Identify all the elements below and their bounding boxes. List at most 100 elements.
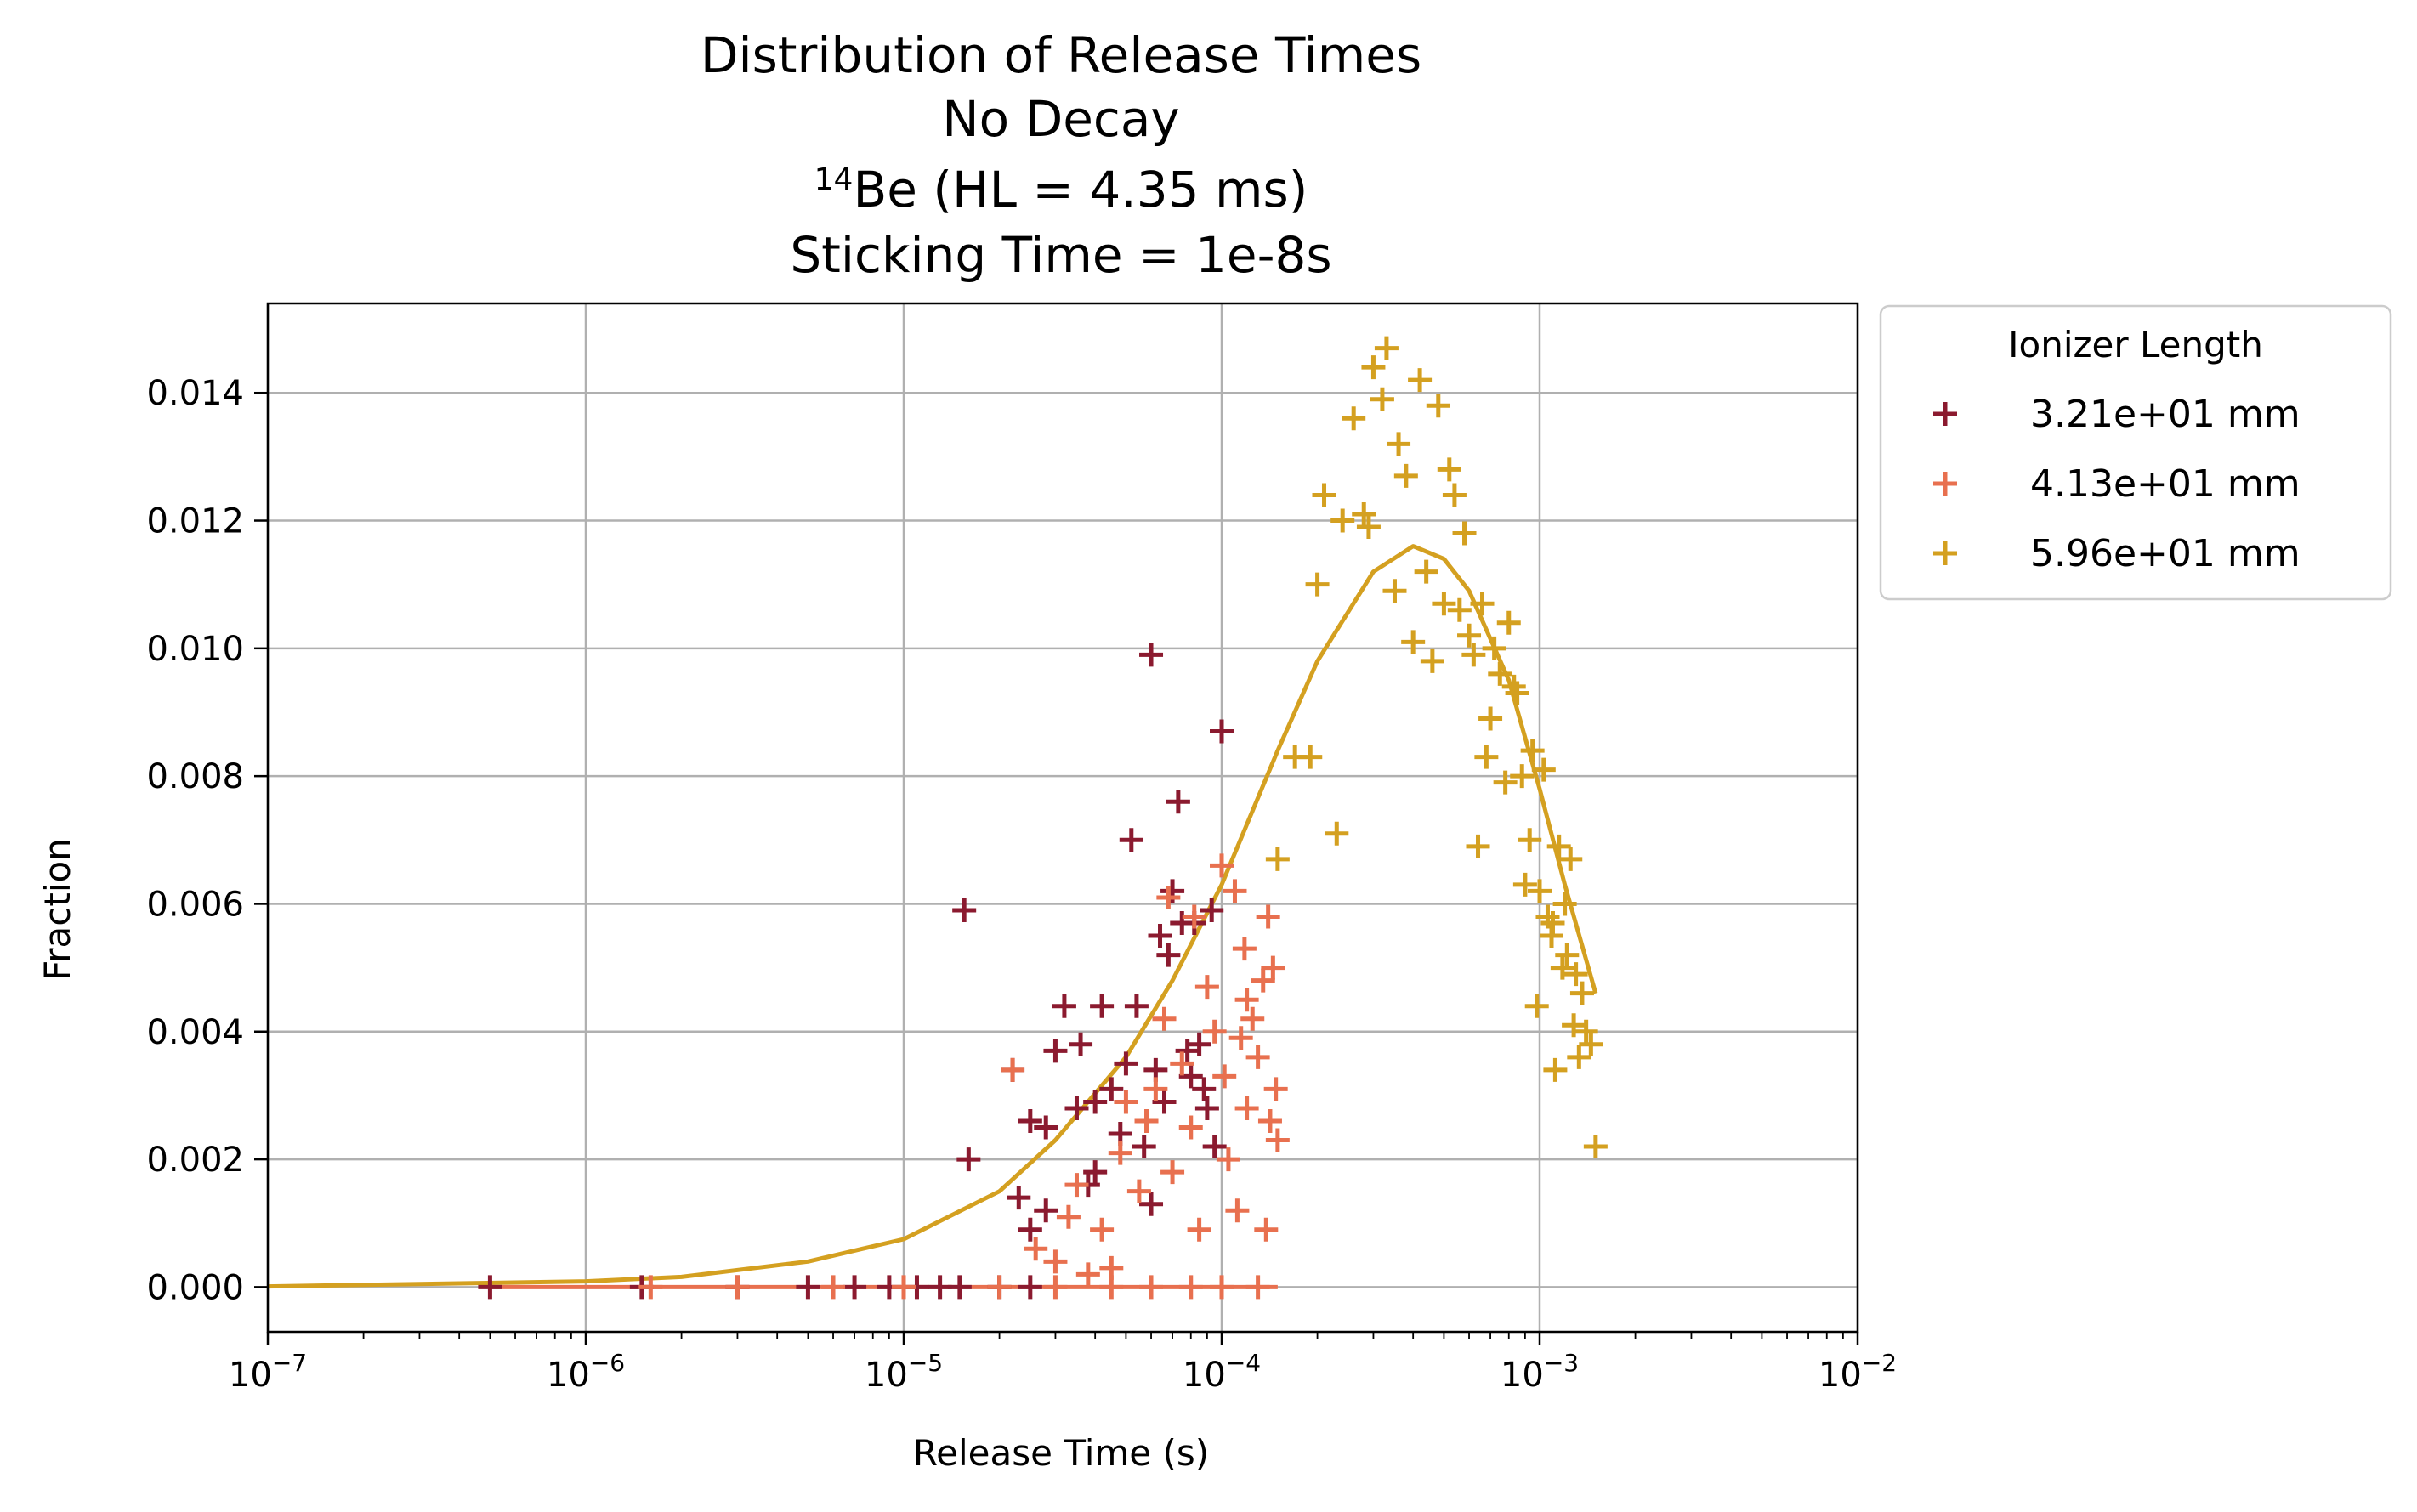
data-point: [892, 1275, 916, 1300]
data-point: [1563, 962, 1588, 987]
data-point: [1562, 1013, 1586, 1038]
data-point: [1228, 1026, 1253, 1050]
legend-entries: 3.21e+01 mm 4.13e+01 mm 5.96e+01 mm: [1933, 393, 2301, 575]
data-point: [1312, 483, 1336, 507]
data-point: [1512, 872, 1537, 897]
legend-title: Ionizer Length: [2008, 324, 2263, 365]
data-point: [1352, 502, 1376, 527]
data-point: [1178, 1115, 1203, 1140]
data-point: [1387, 432, 1411, 456]
data-point: [1518, 828, 1542, 852]
plot-frame: [266, 302, 1859, 1334]
data-point: [1447, 597, 1472, 622]
data-point: [1474, 745, 1499, 769]
data-point: [1408, 368, 1433, 393]
title-line-4: Sticking Time = 1e-8s: [790, 226, 1331, 284]
data-point: [1200, 898, 1224, 922]
data-point: [1254, 1217, 1279, 1242]
data-point: [1382, 579, 1407, 603]
data-point: [1524, 994, 1549, 1018]
data-point: [1160, 1160, 1185, 1185]
x-tick-base: 10: [1183, 1356, 1226, 1395]
y-tick-label: 0.006: [146, 885, 244, 924]
data-point: [1210, 853, 1234, 878]
data-point: [1356, 515, 1381, 540]
data-point: [1178, 1064, 1203, 1089]
data-point: [1420, 648, 1444, 673]
data-point: [1574, 1019, 1598, 1044]
data-point: [1187, 1217, 1211, 1242]
data-point: [1457, 623, 1482, 648]
data-point: [1452, 521, 1477, 546]
data-point: [1488, 661, 1512, 686]
plot-area: 10−7 10−6 10−5 10−4 10−3 10−20.0000.0020.0040…: [146, 302, 1897, 1395]
data-point: [1139, 1275, 1164, 1300]
y-tick-label: 0.002: [146, 1141, 244, 1180]
x-tick-base: 10: [1818, 1356, 1862, 1395]
y-axis-label: Fraction: [37, 838, 78, 981]
data-point: [1528, 879, 1552, 903]
data-point: [1126, 1179, 1151, 1203]
data-point: [1245, 1275, 1270, 1300]
data-point: [1263, 1077, 1288, 1101]
x-tick-label: 10−3: [1501, 1349, 1579, 1395]
data-point: [1505, 681, 1529, 705]
x-tick-label: 10−7: [229, 1349, 307, 1395]
data-point: [1223, 879, 1247, 903]
data-point: [1437, 457, 1461, 482]
data-point: [1234, 988, 1259, 1012]
data-point: [1090, 1217, 1115, 1242]
data-point: [1520, 739, 1545, 763]
axis-ticks: 10−7 10−6 10−5 10−4 10−3 10−20.0000.0020.0040…: [146, 374, 1897, 1395]
data-point: [1552, 892, 1577, 916]
data-point: [821, 1275, 846, 1300]
data-point: [1024, 1237, 1048, 1261]
data-point: [1482, 636, 1506, 660]
x-tick-exponent: −2: [1862, 1349, 1897, 1377]
data-point: [1232, 937, 1257, 961]
data-point: [1099, 1077, 1124, 1101]
x-tick-exponent: −5: [908, 1349, 943, 1377]
data-point: [987, 1275, 1012, 1300]
data-point: [1567, 1045, 1591, 1069]
data-point: [1212, 1064, 1237, 1089]
data-point: [1461, 643, 1486, 667]
data-point: [1043, 1275, 1068, 1300]
legend-marker: [1933, 402, 1957, 426]
data-point: [1202, 1135, 1227, 1159]
data-point: [1478, 706, 1503, 731]
data-point: [1192, 1077, 1217, 1101]
x-tick-base: 10: [865, 1356, 908, 1395]
data-point: [1156, 943, 1181, 967]
data-point: [1114, 1051, 1138, 1076]
data-point: [1124, 994, 1149, 1018]
data-point: [1018, 1108, 1042, 1133]
y-tick-label: 0.008: [146, 757, 244, 796]
data-point: [1210, 719, 1234, 744]
data-point: [1139, 1192, 1164, 1216]
data-point: [1510, 764, 1535, 789]
data-point: [1069, 1032, 1093, 1056]
title-line-1: Distribution of Release Times: [701, 26, 1421, 84]
data-point: [1064, 1096, 1089, 1120]
data-point: [1342, 406, 1366, 431]
data-point: [1134, 1108, 1159, 1133]
data-point: [956, 1147, 981, 1172]
data-point: [1170, 1051, 1194, 1076]
data-point: [1194, 1096, 1219, 1120]
data-point: [1018, 1217, 1042, 1242]
data-point: [1401, 630, 1426, 654]
data-point: [843, 1275, 867, 1300]
data-point: [1265, 1128, 1290, 1152]
legend-label: 5.96e+01 mm: [2030, 532, 2301, 575]
data-point: [725, 1275, 750, 1300]
data-point: [1119, 828, 1143, 852]
data-point: [1187, 1032, 1211, 1056]
data-point: [1007, 1186, 1031, 1210]
chart-title: Distribution of Release Times No Decay 1…: [701, 26, 1421, 284]
data-point: [1265, 847, 1290, 871]
data-point: [1216, 1147, 1240, 1172]
data-point: [1182, 904, 1206, 929]
data-point: [1558, 847, 1583, 871]
data-point: [1202, 1019, 1227, 1044]
